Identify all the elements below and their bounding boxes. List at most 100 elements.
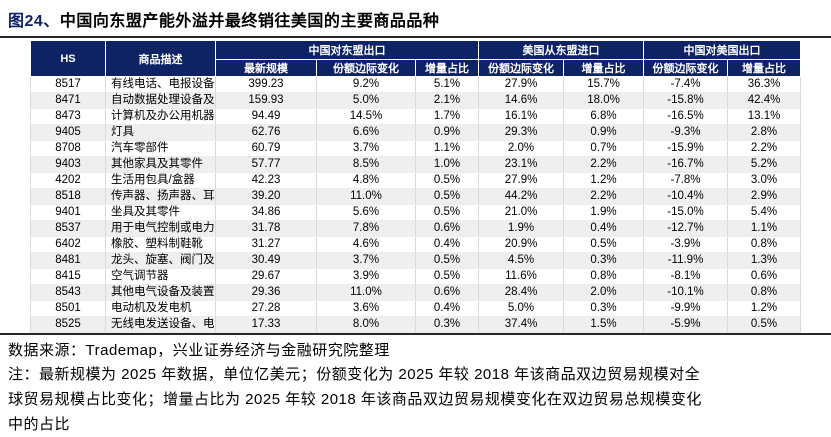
value-cell: 159.93 bbox=[215, 92, 317, 109]
hs-code-cell: 8501 bbox=[30, 300, 106, 317]
value-cell: 14.5% bbox=[316, 108, 416, 125]
value-cell: -15.8% bbox=[643, 92, 729, 109]
value-cell: 0.3% bbox=[563, 252, 645, 269]
hs-code-cell: 8471 bbox=[30, 92, 106, 109]
value-cell: 0.8% bbox=[727, 284, 802, 301]
value-cell: 5.6% bbox=[316, 204, 416, 221]
value-cell: 20.9% bbox=[478, 236, 565, 253]
table-row: 6402 橡胶、塑料制鞋靴 31.27 4.6% 0.4% 20.9% 0.5% -3.9% 0… bbox=[30, 236, 802, 253]
table-row: 8473计算机及办公用机器零件94.4914.5%1.7%16.1%6.8%-1… bbox=[30, 108, 802, 125]
value-cell: 0.5% bbox=[414, 204, 480, 221]
value-cell: 31.27 bbox=[215, 236, 317, 253]
col-header-hs: HS bbox=[30, 40, 106, 77]
value-cell: 9.2% bbox=[316, 76, 416, 93]
value-cell: 1.9% bbox=[563, 204, 645, 221]
value-cell: 14.6% bbox=[478, 92, 565, 109]
value-cell: 15.7% bbox=[563, 76, 645, 93]
value-cell: -12.7% bbox=[643, 220, 729, 237]
header-sub-row: 最新规模 份额边际变化 增量占比 份额边际变化 增量占比 份额边际变化 增量占比 bbox=[31, 59, 802, 77]
hs-code-cell: 6402 bbox=[30, 236, 106, 253]
value-cell: 16.1% bbox=[478, 108, 565, 125]
value-cell: 57.77 bbox=[215, 156, 317, 173]
value-cell: 3.6% bbox=[316, 300, 416, 317]
value-cell: 0.5% bbox=[563, 236, 645, 253]
value-cell: 1.1% bbox=[414, 140, 480, 157]
col-header-increment-share-1: 增量占比 bbox=[414, 59, 480, 77]
value-cell: 3.9% bbox=[316, 268, 416, 285]
data-source: 数据来源：Trademap，兴业证券经济与金融研究院整理 bbox=[8, 342, 390, 359]
value-cell: -10.1% bbox=[643, 284, 729, 301]
value-cell: 8.0% bbox=[316, 316, 416, 333]
description-cell: 空气调节器 bbox=[105, 268, 216, 285]
note-line-2: 球贸易规模占比变化；增量占比为 2025 年较 2018 年该商品双边贸易规模变… bbox=[8, 391, 702, 408]
figure-title: 中国向东盟产能外溢并最终销往美国的主要商品品种 bbox=[59, 13, 440, 30]
value-cell: 18.0% bbox=[563, 92, 645, 109]
value-cell: -11.9% bbox=[643, 252, 729, 269]
value-cell: 1.5% bbox=[563, 316, 645, 333]
value-cell: 44.2% bbox=[478, 188, 565, 205]
col-group-china-to-asean: 中国对东盟出口 bbox=[214, 40, 480, 60]
value-cell: 5.0% bbox=[316, 92, 416, 109]
table-row: 8537用于电气控制或电力分配的基座31.787.8%0.6%1.9%0.4%-… bbox=[30, 220, 802, 237]
col-header-latest-scale: 最新规模 bbox=[215, 59, 317, 77]
value-cell: 2.0% bbox=[478, 140, 565, 157]
description-cell: 龙头、旋塞、阀门及类似装置 bbox=[105, 252, 216, 269]
value-cell: -9.3% bbox=[643, 124, 729, 141]
value-cell: 0.6% bbox=[414, 284, 480, 301]
table-row: 8471自动数据处理设备及其部件159.935.0%2.1%14.6%18.0%… bbox=[30, 92, 802, 109]
description-cell: 有线电话、电报设备 bbox=[105, 76, 216, 93]
figure-title-row: 图24、中国向东盟产能外溢并最终销往美国的主要商品品种 bbox=[0, 0, 831, 36]
figure-number-label: 图24、 bbox=[8, 13, 60, 30]
table-row: 9403 其他家具及其零件 57.77 8.5% 1.0% 23.1% 2.2% -16.7%… bbox=[30, 156, 802, 173]
value-cell: 2.9% bbox=[727, 188, 802, 205]
value-cell: 2.1% bbox=[414, 92, 480, 109]
value-cell: 3.0% bbox=[727, 172, 802, 189]
figure-note: 注：最新规模为 2025 年数据，单位亿美元；份额变化为 2025 年较 201… bbox=[8, 362, 831, 437]
hs-code-cell: 8481 bbox=[30, 252, 106, 269]
hs-code-cell: 9403 bbox=[30, 156, 106, 173]
hs-code-cell: 8518 bbox=[30, 188, 106, 205]
commodity-table: HS 商品描述 中国对东盟出口 美国从东盟进口 中国对美国出口 最新规模 份额边… bbox=[30, 40, 802, 333]
top-rule bbox=[0, 36, 831, 38]
hs-code-cell: 8473 bbox=[30, 108, 106, 125]
description-cell: 电动机及发电机 bbox=[105, 300, 216, 317]
value-cell: 0.5% bbox=[414, 252, 480, 269]
value-cell: 23.1% bbox=[478, 156, 565, 173]
table-row: 8518传声器、扬声器、耳机等39.2011.0%0.5%44.2%2.2%-1… bbox=[30, 188, 802, 205]
value-cell: 0.5% bbox=[727, 316, 802, 333]
value-cell: 28.4% bbox=[478, 284, 565, 301]
value-cell: 36.3% bbox=[727, 76, 802, 93]
value-cell: 0.4% bbox=[414, 236, 480, 253]
hs-code-cell: 4202 bbox=[30, 172, 106, 189]
value-cell: 62.76 bbox=[215, 124, 317, 141]
value-cell: 1.7% bbox=[414, 108, 480, 125]
col-header-description: 商品描述 bbox=[105, 40, 216, 77]
value-cell: 60.79 bbox=[215, 140, 317, 157]
table-row: 4202 生活用包具/盒器 42.23 4.8% 0.5% 27.9% 1.2% -7.8% 3… bbox=[30, 172, 802, 189]
description-cell: 用于电气控制或电力分配的基座 bbox=[105, 220, 216, 237]
col-group-china-to-us: 中国对美国出口 bbox=[643, 40, 802, 60]
value-cell: 11.0% bbox=[316, 284, 416, 301]
value-cell: 399.23 bbox=[215, 76, 317, 93]
value-cell: 2.2% bbox=[563, 156, 645, 173]
value-cell: 7.8% bbox=[316, 220, 416, 237]
value-cell: 0.4% bbox=[563, 220, 645, 237]
value-cell: 21.0% bbox=[478, 204, 565, 221]
description-cell: 自动数据处理设备及其部件 bbox=[105, 92, 216, 109]
table-row: 8525无线电发送设备、电视摄像机17.338.0%0.3%37.4%1.5%-… bbox=[30, 316, 802, 333]
table-row: 8708 汽车零部件 60.79 3.7% 1.1% 2.0% 0.7% -15.9% 2.2% bbox=[30, 140, 802, 157]
value-cell: 5.0% bbox=[478, 300, 565, 317]
table-row: 9401 坐具及其零件 34.86 5.6% 0.5% 21.0% 1.9% -15.0% 5.… bbox=[30, 204, 802, 221]
value-cell: 0.9% bbox=[414, 124, 480, 141]
hs-code-cell: 8537 bbox=[30, 220, 106, 237]
value-cell: 1.1% bbox=[727, 220, 802, 237]
value-cell: 6.6% bbox=[316, 124, 416, 141]
hs-code-cell: 8517 bbox=[30, 76, 106, 93]
description-cell: 其他家具及其零件 bbox=[105, 156, 216, 173]
value-cell: 0.3% bbox=[563, 300, 645, 317]
value-cell: 30.49 bbox=[215, 252, 317, 269]
value-cell: 0.7% bbox=[563, 140, 645, 157]
value-cell: 34.86 bbox=[215, 204, 317, 221]
value-cell: 2.0% bbox=[563, 284, 645, 301]
